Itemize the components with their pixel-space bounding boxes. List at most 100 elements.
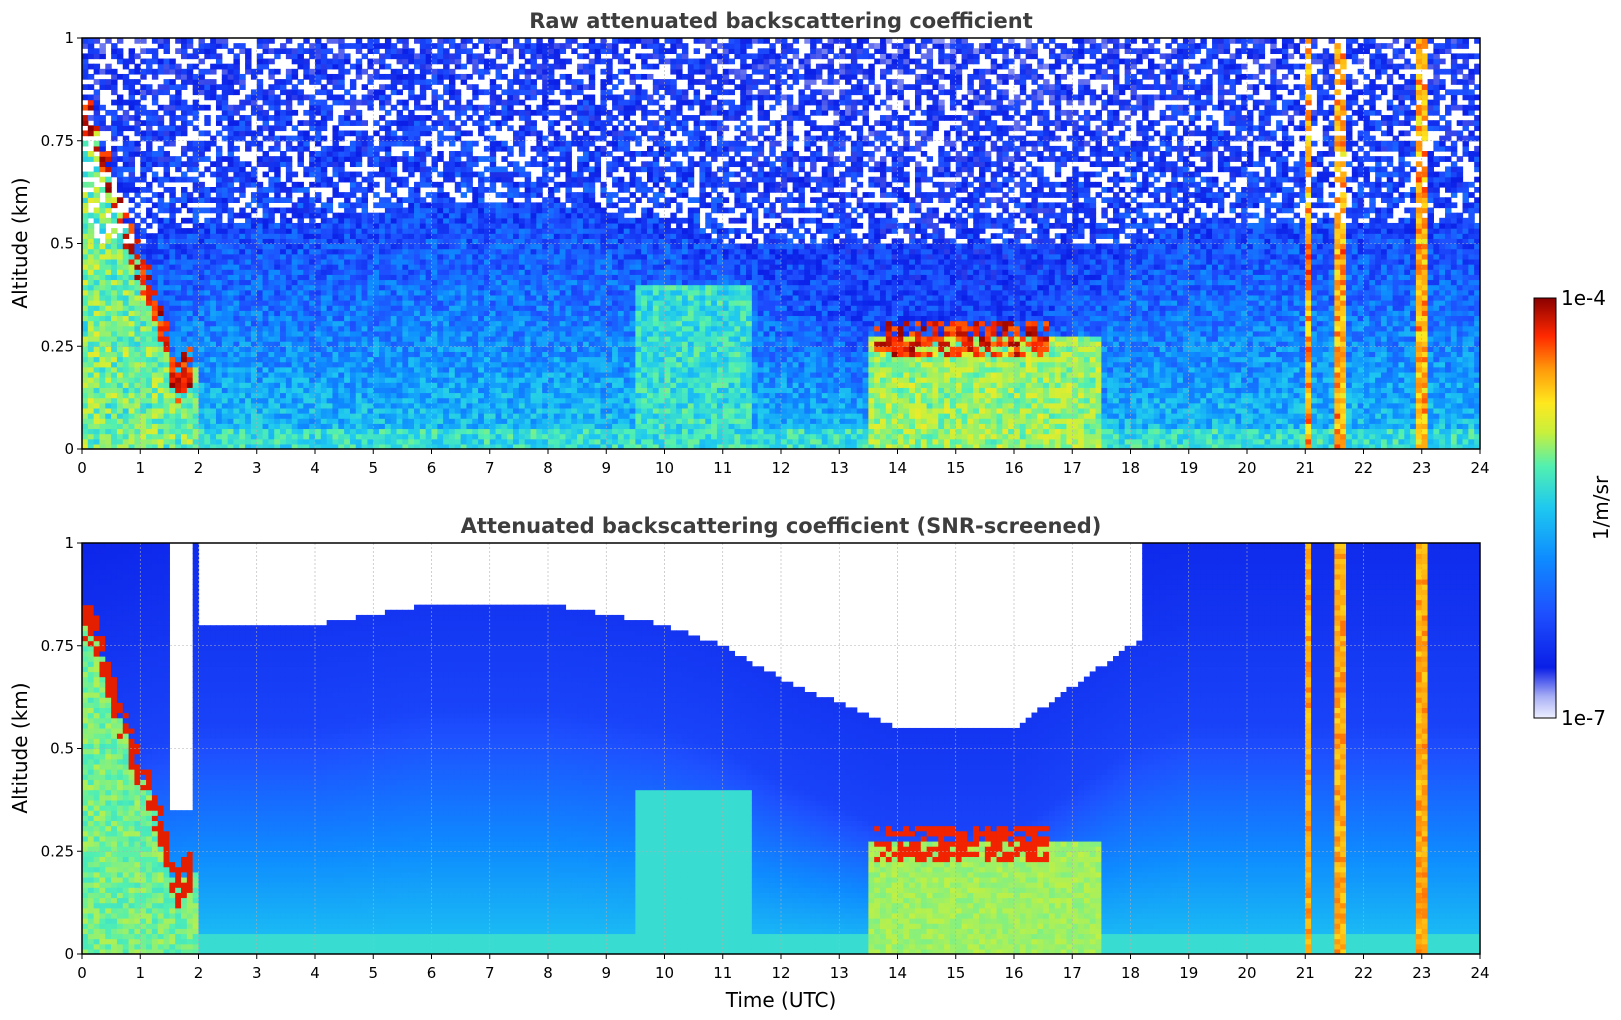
heatmap-cell (245, 423, 252, 430)
heatmap-cell (151, 289, 159, 296)
heatmap-cell (227, 300, 235, 306)
heatmap-cell (262, 325, 269, 332)
heatmap-cell (443, 89, 450, 96)
heatmap-cell (262, 171, 269, 178)
heatmap-cell (192, 63, 200, 70)
heatmap-cell (239, 125, 246, 132)
heatmap-cell (111, 443, 118, 449)
heatmap-cell (303, 197, 310, 203)
heatmap-cell (128, 258, 136, 265)
heatmap-cell (303, 120, 310, 126)
heatmap-cell (233, 233, 240, 239)
heatmap-cell (373, 305, 380, 311)
heatmap-cell (460, 351, 468, 358)
heatmap-cell (175, 84, 182, 90)
heatmap-cell (239, 243, 246, 250)
heatmap-cell (384, 109, 392, 116)
heatmap-cell (99, 335, 106, 342)
heatmap-cell (192, 228, 200, 234)
heatmap-cell (233, 186, 240, 193)
heatmap-cell (355, 145, 363, 152)
heatmap-cell (134, 315, 141, 322)
heatmap-cell (309, 274, 316, 281)
heatmap-cell (483, 310, 491, 317)
heatmap-cell (425, 438, 433, 445)
heatmap-cell (105, 68, 112, 75)
heatmap-cell (87, 438, 95, 445)
heatmap-cell (361, 222, 369, 229)
heatmap-cell (233, 258, 240, 265)
heatmap-cell (192, 402, 200, 409)
heatmap-cell (250, 238, 258, 245)
heatmap-cell (344, 248, 351, 255)
heatmap-cell (186, 207, 194, 214)
heatmap-cell (326, 222, 334, 229)
heatmap-cell (513, 402, 520, 409)
heatmap-cell (320, 181, 328, 188)
heatmap-cell (169, 351, 176, 358)
heatmap-cell (507, 325, 514, 332)
heatmap-cell (483, 397, 491, 404)
heatmap-cell (489, 151, 497, 157)
heatmap-cell (268, 371, 275, 378)
heatmap-cell (134, 89, 141, 96)
heatmap-cell (466, 366, 473, 373)
heatmap-cell (227, 274, 235, 281)
heatmap-cell (338, 258, 345, 265)
heatmap-cell (408, 346, 415, 352)
heatmap-cell (303, 68, 310, 75)
heatmap-cell (134, 320, 141, 327)
heatmap-cell (122, 99, 130, 106)
heatmap-cell (396, 68, 403, 75)
heatmap-cell (128, 269, 136, 275)
heatmap-cell (245, 94, 252, 101)
heatmap-cell (495, 53, 502, 60)
heatmap-cell (175, 258, 182, 265)
heatmap-cell (425, 264, 433, 270)
heatmap-cell (483, 228, 491, 234)
heatmap-cell (402, 325, 409, 332)
heatmap-cell (198, 258, 205, 265)
heatmap-cell (227, 371, 235, 378)
heatmap-cell (221, 222, 229, 229)
heatmap-cell (431, 361, 438, 368)
heatmap-cell (448, 300, 456, 306)
heatmap-cell (379, 300, 386, 306)
heatmap-cell (483, 125, 491, 132)
heatmap-cell (116, 418, 124, 424)
heatmap-cell (478, 361, 485, 368)
heatmap-cell (256, 366, 264, 373)
heatmap-cell (151, 428, 159, 435)
heatmap-cell (495, 140, 502, 147)
heatmap-cell (472, 156, 479, 162)
heatmap-cell (396, 310, 403, 317)
heatmap-cell (140, 243, 147, 250)
heatmap-cell (472, 289, 479, 296)
heatmap-cell (419, 156, 427, 162)
heatmap-cell (303, 233, 310, 239)
heatmap-cell (507, 99, 514, 106)
heatmap-cell (245, 202, 252, 209)
heatmap-cell (140, 413, 147, 419)
heatmap-cell (454, 228, 462, 234)
heatmap-cell (437, 233, 444, 239)
heatmap-cell (163, 140, 170, 147)
heatmap-cell (390, 335, 398, 342)
heatmap-cell (239, 361, 246, 368)
heatmap-cell (111, 433, 118, 440)
heatmap-cell (414, 387, 421, 394)
heatmap-cell (268, 341, 275, 347)
heatmap-cell (111, 115, 118, 121)
heatmap-cell (466, 433, 473, 440)
heatmap-cell (227, 279, 235, 286)
heatmap-cell (460, 258, 468, 265)
heatmap-cell (285, 392, 293, 399)
heatmap-cell (221, 438, 229, 445)
heatmap-cell (210, 38, 217, 44)
heatmap-cell (181, 48, 188, 55)
heatmap-cell (402, 413, 409, 419)
heatmap-cell (140, 68, 147, 75)
heatmap-cell (256, 38, 264, 44)
heatmap-cell (146, 145, 153, 152)
heatmap-cell (408, 58, 415, 65)
